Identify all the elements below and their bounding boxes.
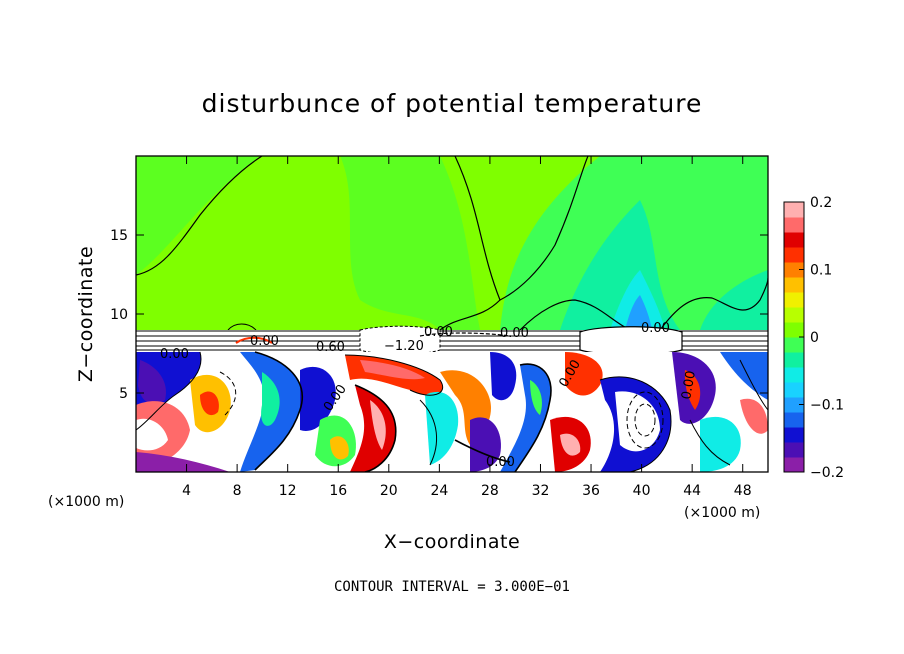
contour-label: 0.00	[160, 347, 189, 362]
colorbar-swatch	[784, 322, 804, 338]
contour-label: 0.00	[641, 321, 670, 336]
contour-line	[136, 156, 263, 276]
colorbar-swatch	[784, 217, 804, 233]
y-tick-label: 5	[119, 386, 128, 402]
colorbar-swatch	[784, 247, 804, 263]
chart-title: disturbunce of potential temperature	[202, 89, 703, 118]
colorbar-swatch	[784, 382, 804, 398]
y-tick-label: 10	[110, 307, 128, 323]
contour-interval-note: CONTOUR INTERVAL = 3.000E−01	[334, 579, 570, 595]
colorbar-swatch	[784, 202, 804, 218]
interface-feature	[235, 336, 273, 344]
contour-label: 0.00	[486, 455, 515, 470]
contour-line	[227, 323, 257, 331]
colorbar-tick-label: 0.2	[810, 195, 832, 211]
interface-feature	[359, 325, 441, 355]
contour-label: 0.00	[679, 370, 699, 401]
interface-feature	[419, 332, 511, 337]
x-tick-label: 4	[182, 483, 191, 499]
x-axis: 4 8 12 16 20 24 28 32 36 40 44 48	[182, 156, 752, 499]
x-tick-label: 24	[430, 483, 448, 499]
x-tick-label: 36	[582, 483, 600, 499]
colorbar-tick-label: −0.2	[810, 465, 844, 481]
colorbar-tick-label: 0	[810, 330, 819, 346]
lower-layer-swirls	[136, 352, 768, 472]
colorbar-swatch	[784, 277, 804, 293]
colorbar-tick-label: 0.1	[810, 263, 832, 279]
contour-label: 0.00	[500, 326, 529, 341]
plot-field	[136, 156, 768, 472]
colorbar-swatch	[784, 457, 804, 473]
upper-layer-patch	[625, 295, 652, 330]
upper-layer-patch	[340, 156, 480, 330]
colorbar-swatch	[784, 367, 804, 383]
colorbar-swatch	[784, 262, 804, 278]
contour-label: 0.60	[316, 340, 345, 355]
y-axis-label: Z−coordinate	[75, 246, 97, 382]
contour-label: −1.20	[384, 339, 424, 354]
x-tick-label: 48	[734, 483, 752, 499]
x-tick-label: 16	[329, 483, 347, 499]
contour-line	[454, 156, 589, 301]
x-tick-label: 32	[532, 483, 550, 499]
contour-line	[519, 299, 631, 331]
contour-line	[659, 277, 768, 331]
colorbar: 0.2 0.1 0 −0.1 −0.2	[783, 195, 844, 481]
colorbar-swatch	[784, 232, 804, 248]
contour-label: 0.00	[424, 325, 453, 340]
y-tick-label: 15	[110, 228, 128, 244]
lower-contours	[136, 351, 768, 472]
colorbar-swatch	[784, 442, 804, 458]
x-unit-label-left: (×1000 m)	[48, 494, 124, 510]
upper-layer-patch	[136, 156, 260, 275]
x-tick-label: 40	[633, 483, 651, 499]
x-unit-label-right: (×1000 m)	[684, 505, 760, 521]
colorbar-swatch	[784, 337, 804, 353]
x-tick-label: 8	[233, 483, 242, 499]
x-tick-label: 12	[279, 483, 297, 499]
contour-line	[439, 299, 501, 331]
upper-layer-patch	[700, 270, 768, 330]
x-tick-label: 20	[380, 483, 398, 499]
x-tick-label: 44	[683, 483, 701, 499]
colorbar-swatch	[784, 427, 804, 443]
colorbar-swatch	[784, 412, 804, 428]
x-tick-label: 28	[481, 483, 499, 499]
colorbar-swatch	[784, 352, 804, 368]
y-axis: 5 10 15	[110, 228, 768, 402]
colorbar-swatch	[784, 307, 804, 323]
colorbar-swatch	[784, 292, 804, 308]
colorbar-swatch	[784, 397, 804, 413]
x-axis-label: X−coordinate	[384, 531, 520, 553]
contour-label: 0.00	[250, 334, 279, 349]
colorbar-tick-label: −0.1	[810, 398, 844, 414]
